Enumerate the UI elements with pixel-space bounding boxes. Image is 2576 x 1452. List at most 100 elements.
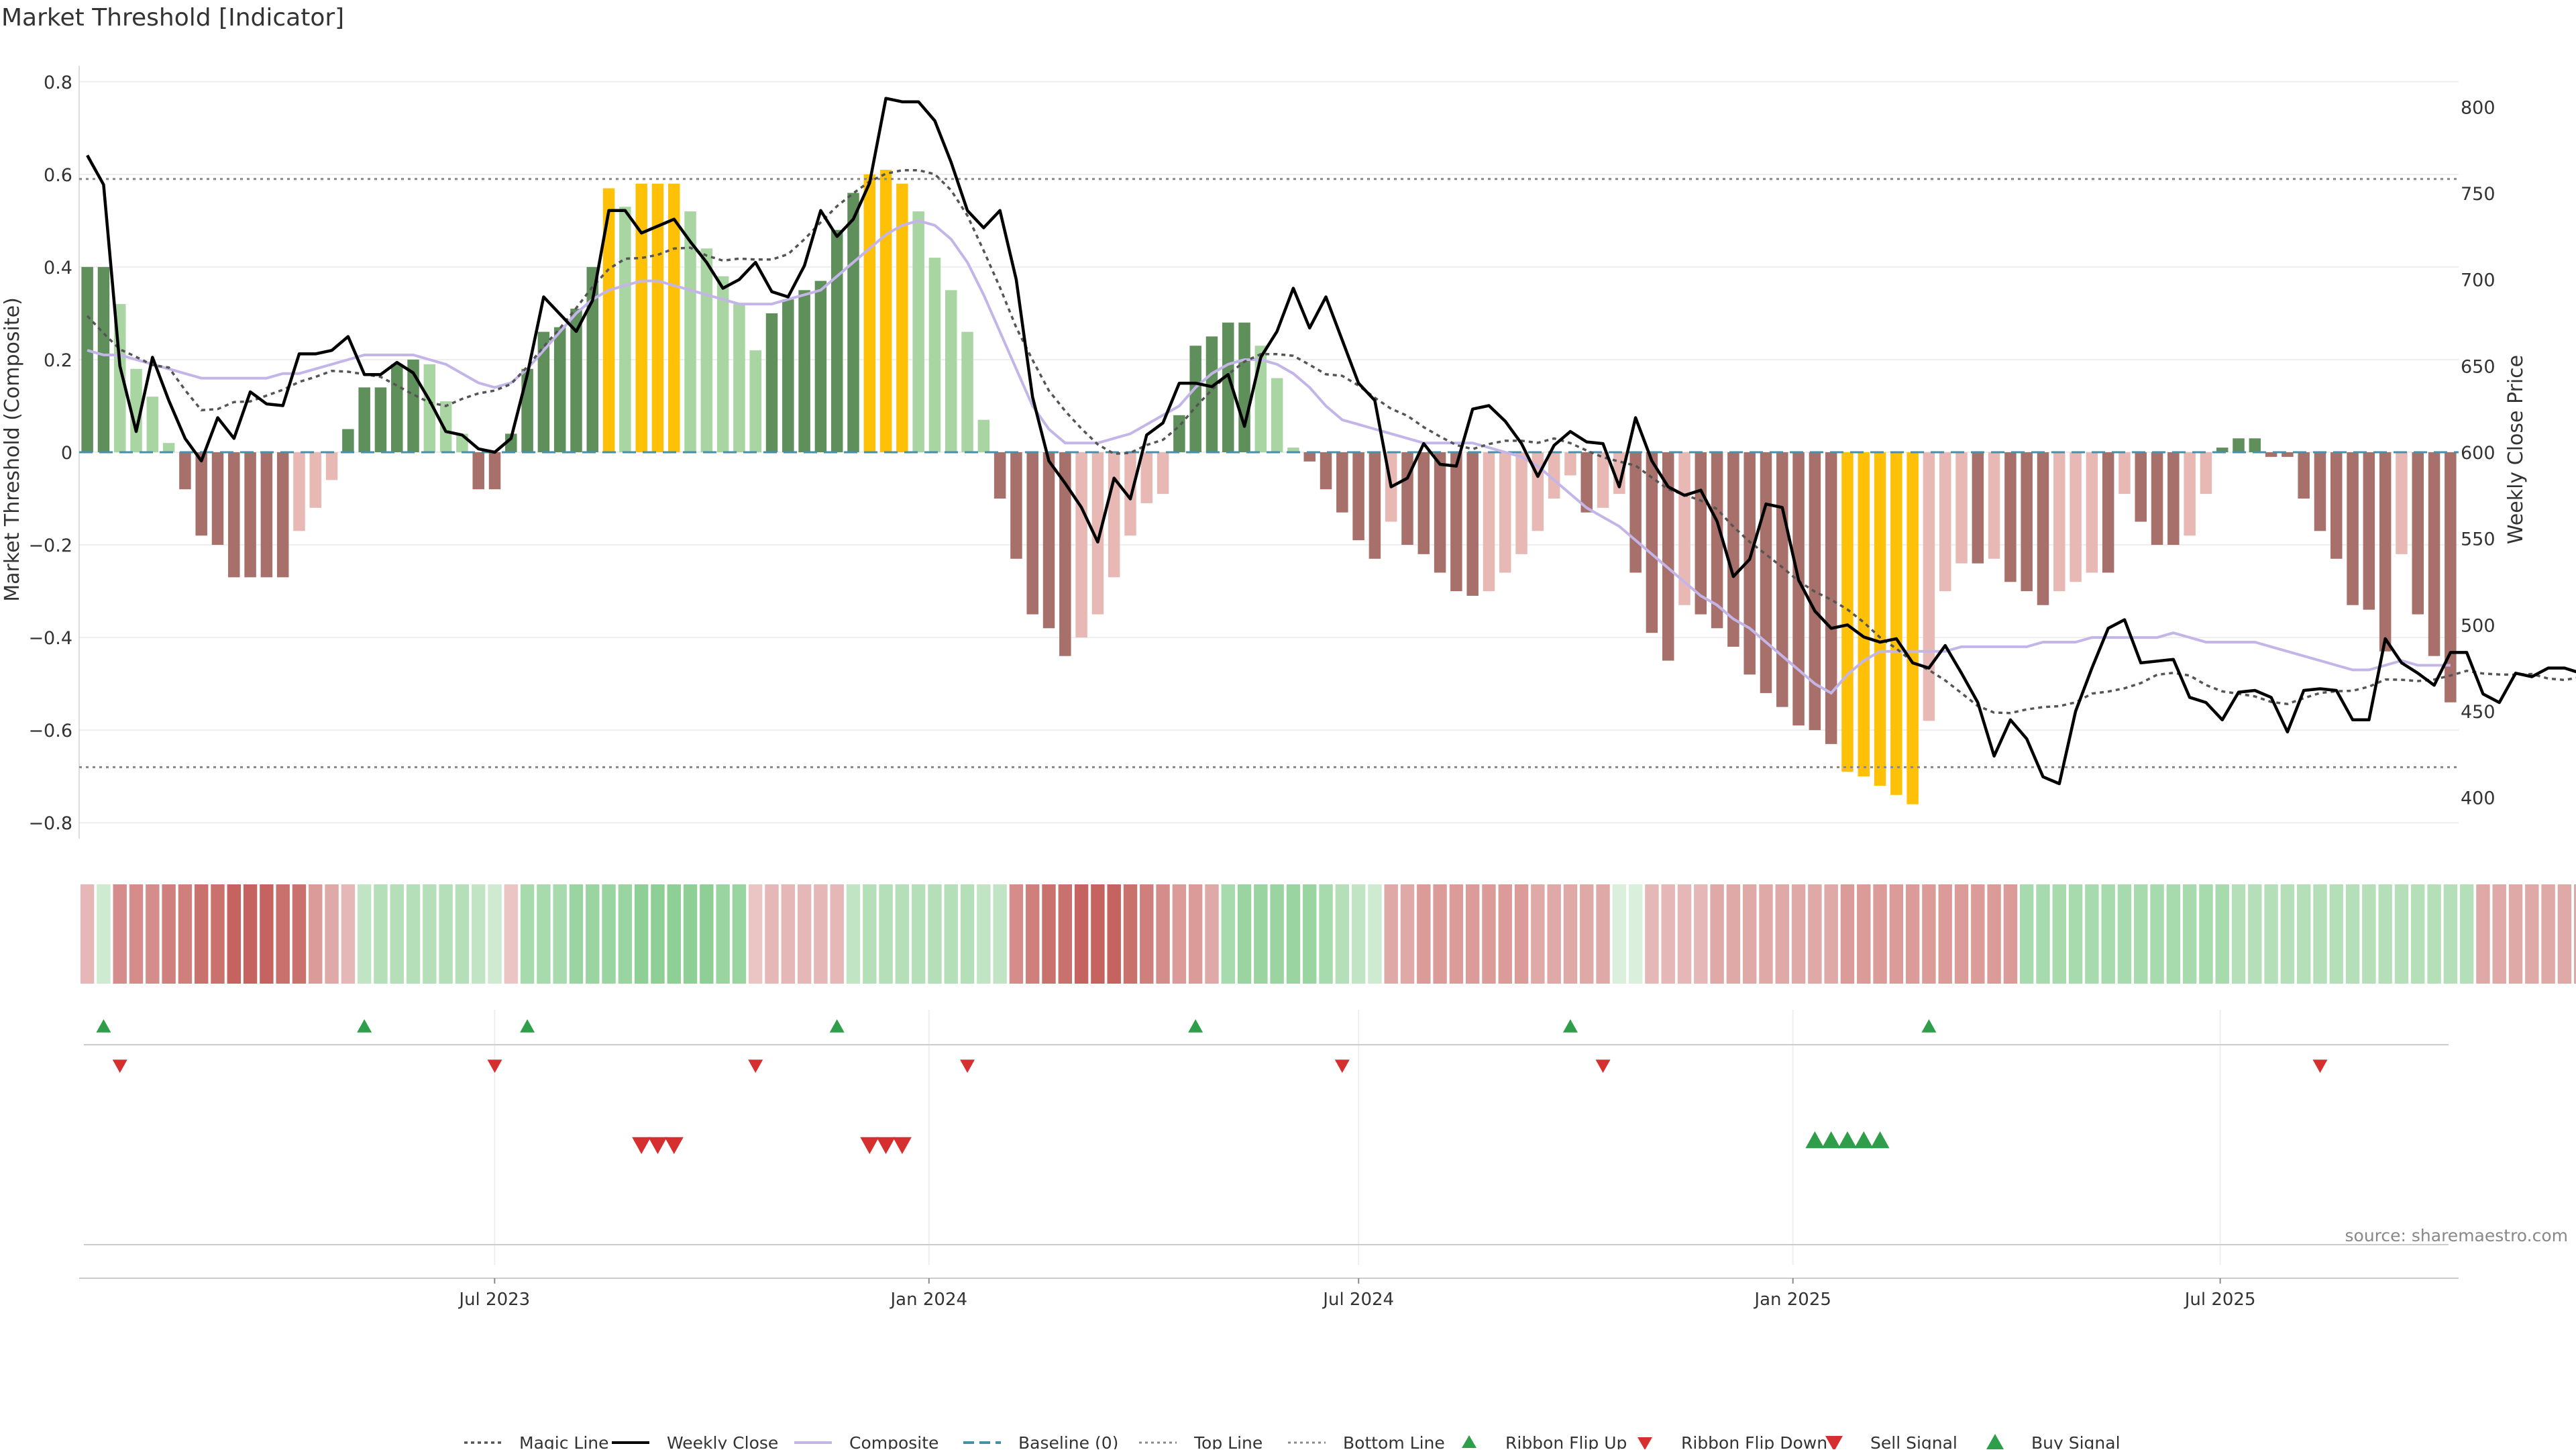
composite-bar [1678,452,1690,605]
sell-signal-marker [664,1137,684,1154]
composite-bar [423,364,436,452]
composite-bar [2396,452,2408,554]
composite-bar [896,183,908,452]
ribbon-cell [1042,884,1056,984]
ribbon-cell [2541,884,2555,984]
ribbon-cell [1694,884,1708,984]
ribbon-cell [911,884,926,984]
ribbon-flip-down-marker [1334,1059,1350,1073]
ribbon-cell [520,884,535,984]
composite-bar [1336,452,1348,513]
ribbon-cell [2492,884,2506,984]
composite-bar [1434,452,1446,573]
y-tick-label: −0.4 [28,628,72,649]
ribbon-cell [960,884,975,984]
composite-bar [1059,452,1071,656]
ribbon-cell [357,884,372,984]
y2-tick-label: 800 [2461,97,2496,118]
ribbon-cell [1335,884,1350,984]
ribbon-cell [2378,884,2392,984]
ribbon-cell [2574,884,2576,984]
ribbon-cell [341,884,356,984]
x-tick-label: Jul 2024 [1322,1290,1394,1310]
ribbon-cell [1775,884,1789,984]
ribbon-flip-up-marker [96,1019,111,1033]
ribbon-cell [2003,884,2018,984]
ribbon-cell [1254,884,1268,984]
ribbon-cell [1074,884,1089,984]
ribbon-cell [1009,884,1024,984]
ribbon-cell [1303,884,1317,984]
ribbon-cell [2296,884,2311,984]
composite-bar [537,331,550,452]
ribbon-cell [781,884,796,984]
composite-bar [765,313,778,452]
composite-bar [1352,452,1364,541]
ribbon-cell [1677,884,1692,984]
main-plot: −0.8 −0.6 −0.4 −0.2 0 0.2 0.4 0.6 0.8 400 450 500 55… [28,66,2576,839]
ribbon-cell [423,884,437,984]
ribbon-cell [2215,884,2229,984]
y2-tick-label: 550 [2461,529,2496,550]
ribbon-cell [1971,884,1985,984]
composite-bar [1890,452,1902,795]
ribbon-cell [651,884,665,984]
ribbon-cell [716,884,730,984]
sell-signal-marker [648,1137,667,1154]
ribbon-cell [1889,884,1904,984]
ribbon-cell [2248,884,2262,984]
composite-bar [928,258,941,452]
x-tick-label: Jul 2023 [458,1290,530,1310]
buy-signal-marker [1837,1131,1857,1149]
composite-bar [1874,452,1886,786]
ribbon-cell [1514,884,1529,984]
ribbon-cell [309,884,323,984]
composite-bar [2004,452,2017,582]
weekly-close-line [86,97,2576,786]
ribbon-cell [846,884,861,984]
ribbon-cell [2508,884,2523,984]
composite-bar [2070,452,2082,582]
composite-bar [2298,452,2310,499]
ribbon-cell [1384,884,1398,984]
legend-label: Ribbon Flip Down [1681,1433,1827,1449]
composite-bar [586,266,599,452]
y-tick-label: 0.6 [44,165,72,186]
ribbon-cell [2443,884,2458,984]
ribbon-flip-down-marker [487,1059,502,1073]
composite-bar [162,443,175,452]
composite-bar [293,452,305,531]
ribbon-cell [667,884,681,984]
composite-bar [1711,452,1723,629]
ribbon-cell [1449,884,1464,984]
ribbon-cell [2345,884,2360,984]
composite-bar [1466,452,1479,596]
composite-bar [1075,452,1087,638]
composite-bar [1108,452,1120,578]
legend-label: Sell Signal [1870,1433,1957,1449]
composite-bar [2282,452,2294,457]
ribbon-cell [2264,884,2278,984]
composite-bar [1515,452,1527,554]
composite-bar [1825,452,1837,744]
ribbon-cell [2525,884,2539,984]
sell-signal-marker [860,1137,879,1154]
composite-bar [1271,378,1283,452]
ribbon-cell [1710,884,1724,984]
composite-bar [1157,452,1169,495]
ribbon-cell [1498,884,1512,984]
source-note: source: sharemaestro.com [2345,1226,2569,1245]
ribbon-cell [1547,884,1561,984]
composite-bar [1189,346,1201,452]
composite-bar [2233,438,2245,452]
composite-bar [1320,452,1332,490]
ribbon-cell [1808,884,1822,984]
composite-line [87,219,2451,695]
composite-bar [2445,452,2457,703]
ribbon-cell [292,884,307,984]
ribbon-cell [243,884,258,984]
composite-bar [2151,452,2163,546]
ribbon-cell [2101,884,2115,984]
ribbon-cell [553,884,567,984]
y-tick-label: −0.2 [28,535,72,556]
